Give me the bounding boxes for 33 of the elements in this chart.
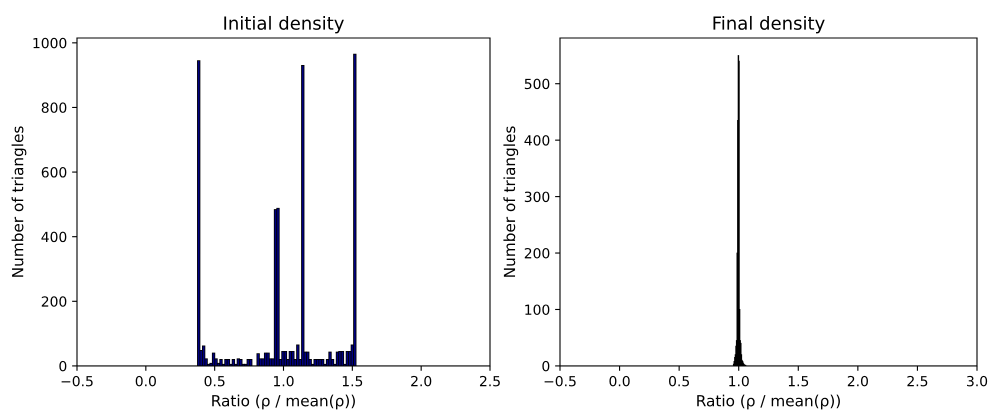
x-tick-label: −0.5 [544, 376, 576, 386]
y-axis-title: Number of triangles [12, 126, 26, 277]
x-tick-label: −0.5 [62, 376, 93, 386]
y-tick-label: 200 [524, 248, 550, 259]
x-axis-title: Ratio (ρ / mean(ρ)) [697, 394, 840, 410]
x-tick-label: 0.0 [609, 376, 630, 386]
y-tick-label: 300 [524, 192, 550, 202]
chart-title: Initial density [224, 16, 344, 34]
x-tick-label: 0.0 [136, 376, 156, 386]
x-tick-label: 0.5 [669, 376, 689, 386]
y-tick-label: 400 [524, 135, 550, 146]
y-tick-label: 800 [42, 102, 66, 113]
x-tick-label: 1.0 [274, 376, 294, 386]
y-tick-label: 600 [42, 167, 66, 178]
y-tick-label: 500 [524, 78, 550, 90]
x-tick-label: 2.5 [907, 376, 928, 386]
y-axis-title: Number of triangles [503, 126, 518, 277]
x-tick-label: 1.5 [342, 376, 362, 386]
x-tick-label: 1.0 [729, 376, 749, 386]
y-tick-label: 0 [59, 360, 66, 372]
y-tick-label: 1000 [33, 38, 66, 48]
x-axis-title: Ratio (ρ / mean(ρ)) [212, 394, 355, 410]
chart-title: Final density [713, 16, 825, 34]
y-tick-label: 0 [542, 360, 550, 372]
y-tick-label: 400 [41, 232, 66, 242]
x-tick-label: 2.0 [848, 376, 868, 386]
y-tick-label: 200 [42, 296, 66, 307]
x-tick-label: 3.0 [967, 376, 988, 386]
x-tick-label: 0.5 [204, 376, 224, 386]
x-tick-label: 2.5 [480, 376, 500, 386]
y-tick-label: 100 [525, 304, 550, 315]
x-tick-label: 2.0 [411, 376, 432, 386]
x-tick-label: 1.5 [788, 376, 808, 386]
